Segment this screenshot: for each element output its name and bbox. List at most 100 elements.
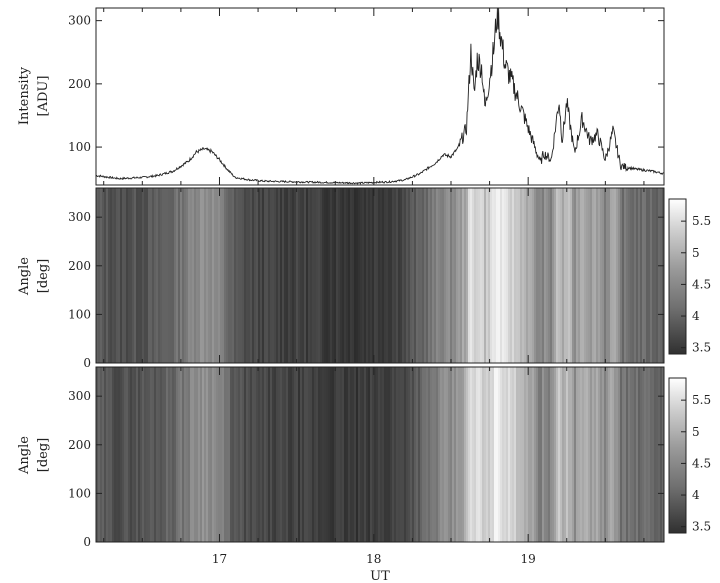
heatmap-cell [374,188,376,363]
heatmap-cell [548,367,550,542]
colorbar-tick-label: 5.5 [692,214,711,228]
heatmap-cell [154,188,156,363]
heatmap-cell [432,367,434,542]
heatmap-cell [208,367,210,542]
heatmap-cell [382,188,384,363]
intensity-axis-ticks: 100 200 300 [68,8,664,185]
heatmap-cell [654,367,656,542]
heatmap-cell [248,367,250,542]
heatmap-cell [406,367,408,542]
heatmap-cell [550,367,552,542]
heatmap-cell [638,188,640,363]
heatmap-cell [412,188,414,363]
heatmap-cell [596,367,598,542]
heatmap-cell [458,367,460,542]
heatmap-cell [284,367,286,542]
heatmap-cell [164,367,166,542]
heatmap-cell [374,367,376,542]
heatmap-cell [438,367,440,542]
heatmap-cell [542,188,544,363]
heatmap-cell [316,367,318,542]
heatmap-cell [460,188,462,363]
heatmap-cell [360,188,362,363]
heatmap-cell [472,188,474,363]
colorbar-tick-label: 5 [692,246,700,260]
heatmap-cell [386,367,388,542]
heatmap-cell [600,367,602,542]
heatmap-cell [340,188,342,363]
heatmap-cell [188,367,190,542]
heatmap-cell [548,188,550,363]
heatmap-cell [190,367,192,542]
heatmap-cell [138,188,140,363]
heatmap-cell [660,188,662,363]
heatmap-cell [560,188,562,363]
heatmap-cell [602,367,604,542]
heatmap-cell [184,367,186,542]
heatmap-cell [474,367,476,542]
heatmap-cell [250,367,252,542]
heatmap-cell [334,367,336,542]
heatmap-cell [606,188,608,363]
heatmap-cell [652,188,654,363]
heatmap-cell [616,367,618,542]
heatmap-cell [614,367,616,542]
heatmap-cell [540,367,542,542]
heatmap-cell [262,367,264,542]
heatmap-cell [476,367,478,542]
heatmap-cell [242,188,244,363]
heatmap-cell [494,367,496,542]
heatmap-cell [330,367,332,542]
heatmap-cell [580,188,582,363]
heatmap-cell [606,367,608,542]
heatmap-cell [126,367,128,542]
heatmap-cell [180,188,182,363]
heatmap-cell [620,188,622,363]
heatmap-cell [246,367,248,542]
heatmap-cell [266,188,268,363]
heatmap-cell [188,188,190,363]
heatmap-cell [352,367,354,542]
heatmap-cell [226,367,228,542]
heatmap-cell [490,367,492,542]
heatmap-cell [206,188,208,363]
heatmap-cell [626,367,628,542]
heatmap-cell [248,188,250,363]
heatmap-cell [422,367,424,542]
colorbar-2 [668,377,687,534]
heatmap-cell [450,367,452,542]
heatmap-cell [532,188,534,363]
heatmap-cell [380,188,382,363]
heatmap-cell [360,367,362,542]
y-tick-label: 200 [68,259,91,273]
heatmap-cell [582,367,584,542]
heatmap-cell [198,188,200,363]
heatmap-cell [182,367,184,542]
heatmap-cell [342,367,344,542]
heatmap-cell [562,367,564,542]
heatmap-cell [534,188,536,363]
heatmap-cell [392,367,394,542]
heatmap-cell [538,188,540,363]
heatmap-cell [362,367,364,542]
heatmap-cell [370,367,372,542]
heatmap-cell [312,188,314,363]
heatmap-cell [560,367,562,542]
heatmap-cell [236,188,238,363]
heatmap-cell [116,188,118,363]
heatmap-cell [396,367,398,542]
heatmap-cell [556,367,558,542]
heatmap-panel-1: 0 100 200 300 Angle [deg] 3.5 4 4.5 5 5.5 [17,187,711,370]
heatmap-cell [538,367,540,542]
heatmap-cell [286,188,288,363]
heatmap-cell [584,188,586,363]
heatmap-cell [258,367,260,542]
heatmap-cell [474,188,476,363]
heatmap-cell [470,188,472,363]
heatmap-1-ylabel: Angle [17,257,32,296]
heatmap-cell [364,188,366,363]
heatmap-cell [210,188,212,363]
heatmap-cell [368,367,370,542]
colorbar-tick-label: 4 [692,488,700,502]
heatmap-cell [596,188,598,363]
